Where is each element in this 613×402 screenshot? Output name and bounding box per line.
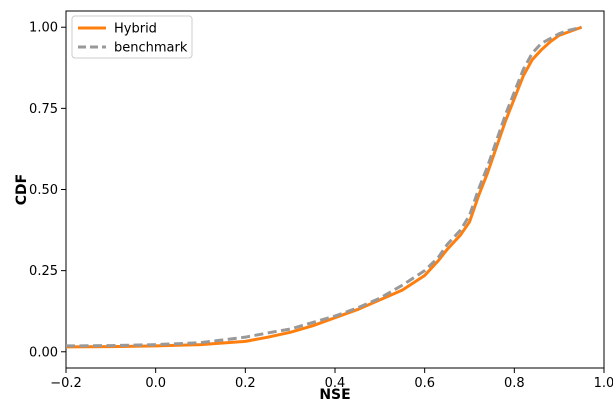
- x-tick-label: 0.4: [325, 376, 346, 391]
- y-axis: 0.00 0.25 0.50 0.75 1.00: [29, 21, 66, 360]
- y-tick-label: 1.00: [29, 21, 58, 36]
- y-axis-label: CDF: [14, 174, 30, 205]
- x-tick-label: −0.2: [50, 376, 82, 391]
- x-tick-label: 0.0: [145, 376, 166, 391]
- y-tick-label: 0.00: [29, 345, 58, 360]
- series-line-benchmark: [65, 25, 582, 348]
- y-tick-label: 0.25: [29, 264, 58, 279]
- series-layer: [65, 25, 583, 349]
- legend-label-hybrid: Hybrid: [114, 22, 157, 37]
- x-tick-label: 0.2: [235, 376, 256, 391]
- series-line-hybrid: [65, 25, 583, 349]
- x-axis: −0.2 0.0 0.2 0.4 0.6 0.8 1.0: [50, 368, 613, 391]
- x-axis-label: NSE: [319, 387, 350, 402]
- y-tick-label: 0.50: [29, 183, 58, 198]
- x-tick-label: 0.8: [504, 376, 525, 391]
- y-tick-label: 0.75: [29, 102, 58, 117]
- legend-label-benchmark: benchmark: [114, 41, 188, 56]
- x-tick-label: 0.6: [414, 376, 435, 391]
- plot-frame: [65, 10, 605, 369]
- x-tick-label: 1.0: [594, 376, 613, 391]
- legend: Hybrid benchmark: [71, 15, 193, 59]
